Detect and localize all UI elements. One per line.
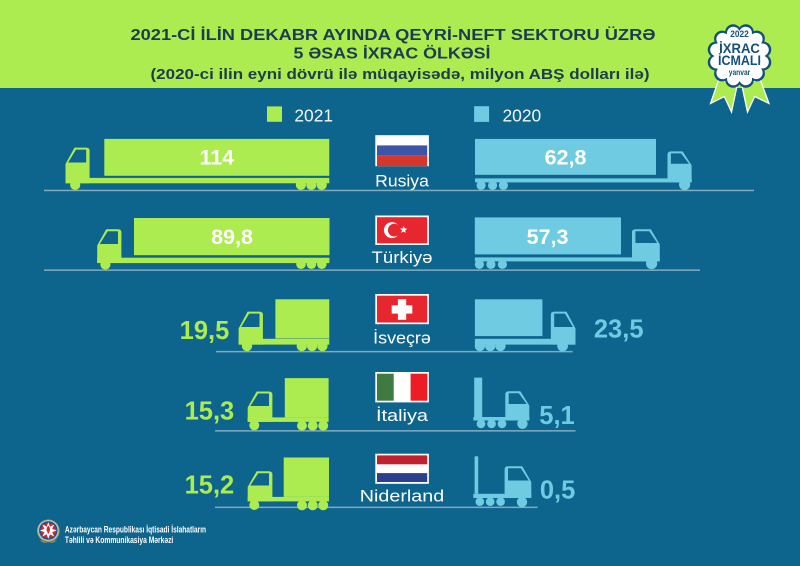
- svg-text:Türkiyə: Türkiyə: [372, 248, 433, 267]
- svg-text:0,5: 0,5: [540, 476, 575, 504]
- svg-text:23,5: 23,5: [594, 316, 644, 344]
- svg-text:2021: 2021: [294, 106, 333, 126]
- svg-text:Azərbaycan Respublikası İqtisa: Azərbaycan Respublikası İqtisadi İslahat…: [65, 525, 206, 535]
- svg-text:2020: 2020: [503, 106, 542, 126]
- svg-text:15,3: 15,3: [185, 398, 235, 426]
- svg-text:2021-Cİ İLİN DEKABR AYINDA QEY: 2021-Cİ İLİN DEKABR AYINDA QEYRİ-NEFT SE…: [131, 25, 656, 44]
- svg-text:57,3: 57,3: [527, 225, 569, 249]
- svg-text:yanvar: yanvar: [729, 68, 751, 77]
- svg-text:Niderland: Niderland: [360, 487, 444, 506]
- svg-text:15,2: 15,2: [185, 472, 235, 500]
- svg-text:114: 114: [199, 145, 234, 169]
- svg-text:İXRAC: İXRAC: [719, 40, 760, 56]
- svg-text:Təhlili və Kommunikasiya Mərkə: Təhlili və Kommunikasiya Mərkəzi: [65, 535, 173, 545]
- svg-text:İCMALI: İCMALI: [718, 52, 761, 68]
- svg-text:89,8: 89,8: [211, 225, 253, 249]
- svg-text:5,1: 5,1: [539, 402, 574, 430]
- svg-text:İsveçrə: İsveçrə: [373, 328, 431, 347]
- svg-text:62,8: 62,8: [545, 145, 587, 169]
- svg-text:İtaliya: İtaliya: [376, 406, 429, 425]
- svg-text:5 ƏSAS İXRAC ÖLKƏSİ: 5 ƏSAS İXRAC ÖLKƏSİ: [294, 44, 491, 63]
- svg-text:Rusiya: Rusiya: [375, 171, 429, 190]
- svg-text:(2020-ci ilin eyni dövrü ilə m: (2020-ci ilin eyni dövrü ilə müqayisədə,…: [151, 67, 650, 83]
- svg-text:19,5: 19,5: [180, 317, 230, 345]
- svg-text:2022: 2022: [730, 29, 749, 39]
